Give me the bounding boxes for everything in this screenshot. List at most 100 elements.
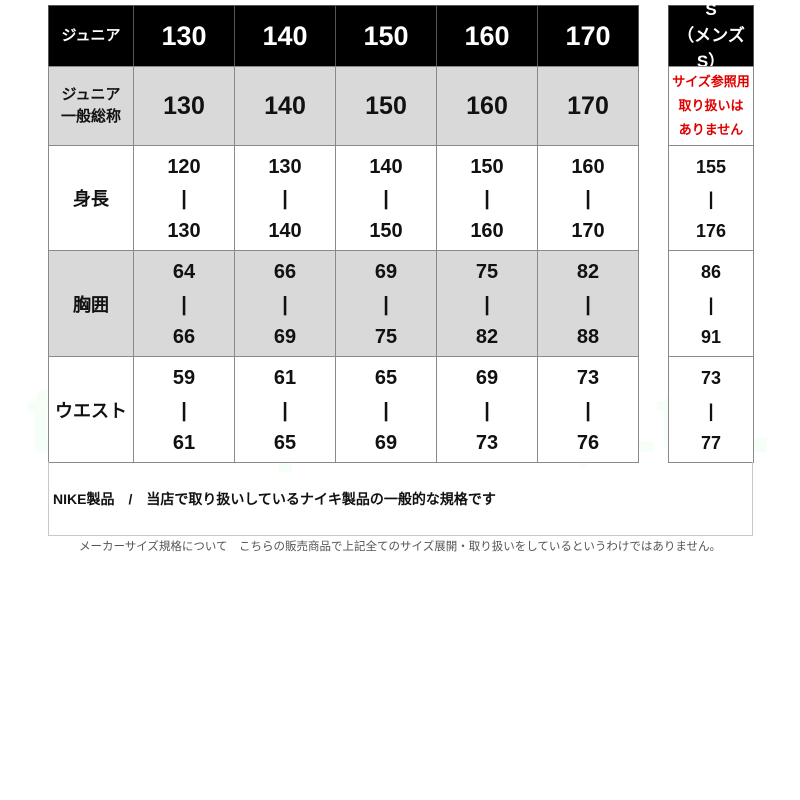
measure-range-cell: 59 | 61 (133, 356, 235, 463)
range-min: 61 (273, 367, 297, 389)
general-size-cell: 130 (133, 66, 235, 146)
measure-range-cell: 65 | 69 (335, 356, 437, 463)
general-size-cell: 150 (335, 66, 437, 146)
header-size-cell: 150 (335, 5, 437, 67)
range-separator: | (282, 399, 288, 422)
range-max: 170 (571, 220, 605, 242)
general-label: 一般総称 (60, 108, 121, 125)
measure-range-cell: 69 | 73 (436, 356, 538, 463)
range-separator: | (181, 293, 187, 316)
range-separator: | (484, 293, 490, 316)
disclaimer-note: メーカーサイズ規格について こちらの販売商品で上記全てのサイズ展開・取り扱いをし… (78, 541, 722, 553)
range-min: 75 (475, 261, 499, 283)
range-separator: | (708, 189, 714, 209)
header-size: 160 (464, 20, 510, 51)
range-max: 130 (167, 220, 201, 242)
header-label: ジュニア (61, 27, 121, 44)
range-separator: | (383, 399, 389, 422)
general-size-cell: 170 (537, 66, 639, 146)
range-min: 64 (172, 261, 196, 283)
measure-range-cell: 64 | 66 (133, 250, 235, 357)
range-separator: | (282, 293, 288, 316)
range-separator: | (708, 294, 714, 315)
measure-label: 身長 (73, 189, 109, 209)
s-range-cell: 86 | 91 (668, 250, 754, 357)
general-size: 130 (163, 91, 205, 120)
measure-range-cell: 66 | 69 (234, 250, 336, 357)
range-max: 82 (475, 326, 499, 348)
header-size-cell: 130 (133, 5, 235, 67)
measure-range-cell: 150 | 160 (436, 145, 538, 251)
measure-label-cell: 胸囲 (48, 250, 134, 357)
header-size-cell: 140 (234, 5, 336, 67)
range-min: 140 (369, 156, 403, 178)
measure-range-cell: 73 | 76 (537, 356, 639, 463)
header-size: 150 (363, 20, 409, 51)
measure-range-cell: 130 | 140 (234, 145, 336, 251)
measure-label: 胸囲 (73, 294, 109, 315)
s-notice-cell: サイズ参照用 取り扱いは ありません (668, 66, 754, 146)
range-min: 160 (571, 156, 605, 178)
range-max: 91 (700, 327, 722, 347)
general-size: 150 (365, 91, 407, 120)
range-separator: | (585, 399, 591, 422)
range-separator: | (282, 188, 288, 210)
range-min: 66 (273, 261, 297, 283)
range-min: 130 (268, 156, 302, 178)
range-min: 73 (576, 367, 600, 389)
s-notice-text: ありません (678, 122, 744, 137)
s-range-cell: 73 | 77 (668, 356, 754, 463)
general-label-cell: ジュニア 一般総称 (48, 66, 134, 146)
s-range-cell: 155 | 176 (668, 145, 754, 251)
range-separator: | (484, 188, 490, 210)
measure-label-cell: ウエスト (48, 356, 134, 463)
general-label: ジュニア (61, 86, 121, 103)
range-separator: | (181, 399, 187, 422)
range-min: 69 (374, 261, 398, 283)
range-max: 77 (700, 433, 722, 453)
range-min: 69 (475, 367, 499, 389)
range-max: 140 (268, 220, 302, 242)
general-size: 170 (567, 91, 609, 120)
range-max: 61 (172, 432, 196, 454)
header-size-cell: 160 (436, 5, 538, 67)
general-size: 160 (466, 91, 508, 120)
range-max: 65 (273, 432, 297, 454)
header-size: 130 (161, 20, 207, 51)
range-max: 73 (475, 432, 499, 454)
range-separator: | (383, 188, 389, 210)
measure-label: ウエスト (55, 400, 127, 421)
range-max: 76 (576, 432, 600, 454)
range-max: 88 (576, 326, 600, 348)
range-max: 160 (470, 220, 504, 242)
s-header-cell: S （メンズS） (668, 0, 754, 71)
range-separator: | (585, 188, 591, 210)
range-max: 176 (695, 221, 727, 241)
general-size: 140 (264, 91, 306, 120)
range-separator: | (181, 188, 187, 210)
s-title: S (705, 0, 717, 19)
measure-range-cell: 120 | 130 (133, 145, 235, 251)
measure-range-cell: 75 | 82 (436, 250, 538, 357)
header-label-cell: ジュニア (48, 5, 134, 67)
range-separator: | (484, 399, 490, 422)
range-min: 65 (374, 367, 398, 389)
measure-range-cell: 61 | 65 (234, 356, 336, 463)
range-max: 150 (369, 220, 403, 242)
measure-range-cell: 160 | 170 (537, 145, 639, 251)
range-min: 86 (700, 262, 722, 282)
measure-range-cell: 82 | 88 (537, 250, 639, 357)
measure-range-cell: 69 | 75 (335, 250, 437, 357)
general-size-cell: 140 (234, 66, 336, 146)
range-separator: | (708, 400, 714, 421)
range-min: 59 (172, 367, 196, 389)
general-size-cell: 160 (436, 66, 538, 146)
range-min: 150 (470, 156, 504, 178)
range-min: 120 (167, 156, 201, 178)
measure-range-cell: 140 | 150 (335, 145, 437, 251)
header-size: 140 (262, 20, 308, 51)
measure-label-cell: 身長 (48, 145, 134, 251)
range-separator: | (383, 293, 389, 316)
range-separator: | (585, 293, 591, 316)
range-min: 82 (576, 261, 600, 283)
